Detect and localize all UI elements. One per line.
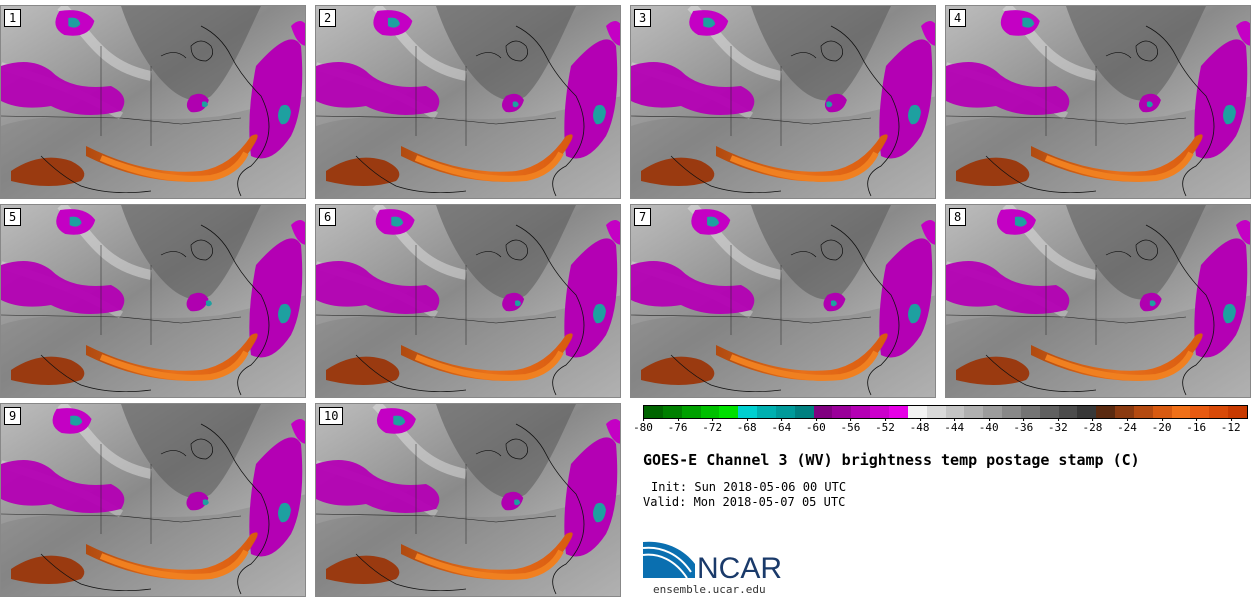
valid-time: Valid: Mon 2018-05-07 05 UTC: [643, 495, 846, 509]
colorbar-tick-label: -44: [944, 418, 965, 434]
member-panel-6: 6: [315, 204, 621, 398]
colorbar: [643, 405, 1248, 419]
colorbar-tick-label: -40: [978, 418, 999, 434]
colorbar-segment: [738, 406, 758, 418]
colorbar-tick-label: -48: [909, 418, 930, 434]
member-label: 3: [634, 9, 652, 27]
colorbar-segment: [1077, 406, 1097, 418]
colorbar-tick-label: -64: [771, 418, 792, 434]
colorbar-tick-label: -72: [702, 418, 723, 434]
colorbar-segment: [1115, 406, 1134, 418]
colorbar-tick-label: -16: [1186, 418, 1207, 434]
colorbar-segment: [813, 406, 833, 418]
colorbar-segment: [1190, 406, 1210, 418]
member-panel-2: 2: [315, 5, 621, 199]
colorbar-tick-label: -76: [667, 418, 688, 434]
member-panel-5: 5: [0, 204, 306, 398]
colorbar-segment: [1133, 406, 1153, 418]
colorbar-segment: [945, 406, 965, 418]
colorbar-segment: [700, 406, 720, 418]
colorbar-segment: [662, 406, 682, 418]
colorbar-segment: [907, 406, 927, 418]
member-label: 8: [949, 208, 967, 226]
init-time: Init: Sun 2018-05-06 00 UTC: [651, 480, 847, 494]
member-label: 7: [634, 208, 652, 226]
colorbar-segment: [794, 406, 814, 418]
ncar-logo: NCAR: [643, 541, 782, 584]
colorbar-ticks: -80 -76 -72 -68 -64 -60 -56 -52 -48 -44 -40 -36 -32-…: [633, 418, 1248, 441]
member-panel-1: 1: [0, 5, 306, 199]
member-panel-9: 9: [0, 403, 306, 597]
colorbar-segment: [1096, 406, 1116, 418]
colorbar-segment: [1002, 406, 1021, 418]
colorbar-segment: [1152, 406, 1172, 418]
colorbar-segment: [681, 406, 701, 418]
colorbar-segment: [1209, 406, 1229, 418]
colorbar-tick-label: -80: [633, 418, 653, 434]
member-label: 10: [319, 407, 344, 425]
member-label: 6: [319, 208, 337, 226]
colorbar-segment: [870, 406, 889, 418]
colorbar-tick-label: -28: [1082, 418, 1103, 434]
colorbar-segment: [1020, 406, 1040, 418]
website-url: ensemble.ucar.edu: [653, 583, 766, 596]
colorbar-tick-label: -24: [1117, 418, 1137, 434]
colorbar-segment: [775, 406, 795, 418]
colorbar-segment: [644, 406, 663, 418]
colorbar-segment: [888, 406, 908, 418]
colorbar-segment: [719, 406, 739, 418]
member-label: 2: [319, 9, 337, 27]
colorbar-tick-label: -56: [840, 418, 861, 434]
colorbar-segment: [1171, 406, 1191, 418]
member-panel-3: 3: [630, 5, 936, 199]
figure-title: GOES-E Channel 3 (WV) brightness temp po…: [643, 451, 1140, 469]
colorbar-tick-label: -12: [1220, 418, 1241, 434]
colorbar-segment: [926, 406, 946, 418]
member-label: 9: [4, 407, 22, 425]
member-panel-8: 8: [945, 204, 1251, 398]
member-label: 1: [4, 9, 22, 27]
colorbar-tick-label: -60: [805, 418, 826, 434]
colorbar-tick-label: -20: [1151, 418, 1172, 434]
colorbar-segment: [983, 406, 1003, 418]
colorbar-tick-label: -36: [1013, 418, 1034, 434]
colorbar-segment: [1228, 406, 1247, 418]
colorbar-segment: [1039, 406, 1059, 418]
colorbar-tick-label: -32: [1047, 418, 1068, 434]
member-panel-7: 7: [630, 204, 936, 398]
colorbar-segment: [851, 406, 871, 418]
colorbar-segment: [832, 406, 852, 418]
colorbar-segment: [1058, 406, 1078, 418]
colorbar-tick-label: -52: [875, 418, 895, 434]
member-label: 5: [4, 208, 22, 226]
colorbar-segment: [757, 406, 776, 418]
member-label: 4: [949, 9, 967, 27]
logo-text: NCAR: [697, 552, 782, 584]
colorbar-tick-label: -68: [736, 418, 757, 434]
colorbar-segment: [964, 406, 984, 418]
member-panel-10: 10: [315, 403, 621, 597]
member-panel-4: 4: [945, 5, 1251, 199]
